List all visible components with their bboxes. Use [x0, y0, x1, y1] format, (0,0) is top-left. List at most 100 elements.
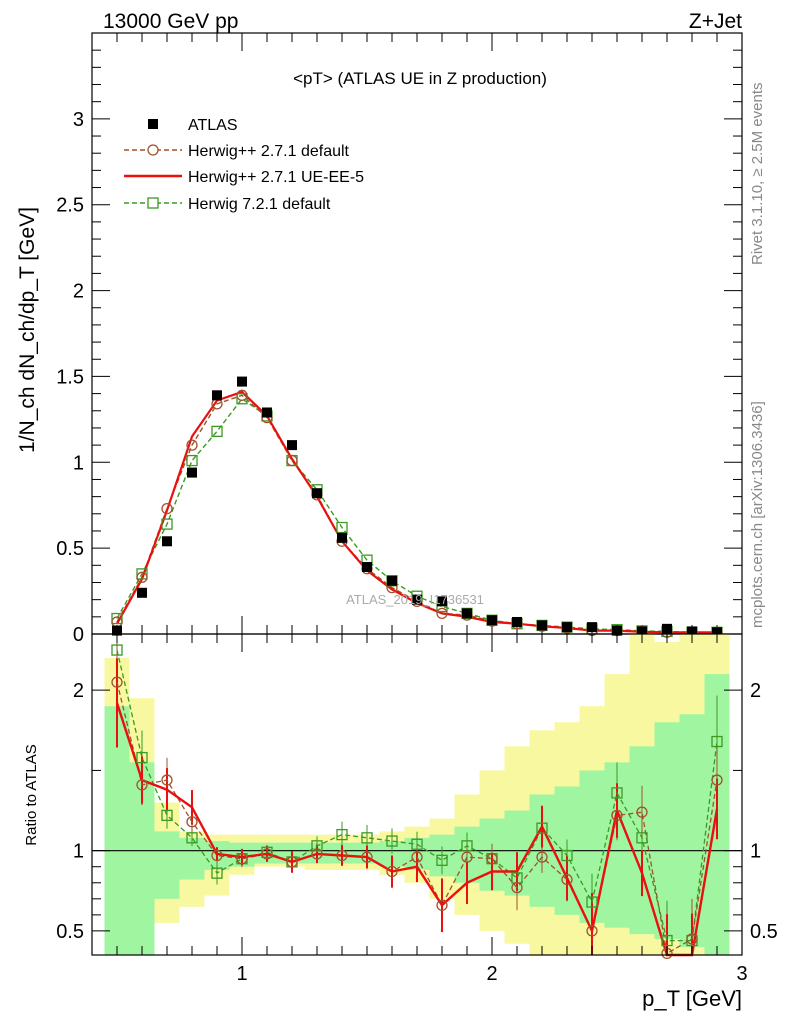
ratio-herwig7-default-marker: [436, 854, 448, 866]
upper-y-axis-label: 1/N_ch dN_ch/dp_T [GeV]: [16, 207, 39, 453]
herwigpp-default-marker: [286, 454, 298, 467]
atlas-marker: [612, 625, 622, 636]
ratio-herwig7-default-marker: [661, 934, 673, 947]
lower-frame: [91, 633, 743, 956]
herwig7-default-marker: [211, 425, 223, 438]
ratio-herwigpp-default-marker: [486, 853, 498, 865]
x-tick-label: 3: [736, 963, 747, 985]
upper-y-tick-label: 0: [73, 624, 84, 646]
atlas-marker: [437, 596, 447, 607]
atlas-marker: [462, 608, 472, 619]
ratio-herwigpp-default-marker: [536, 851, 548, 863]
ratio-herwig7-default-marker: [336, 828, 348, 841]
ratio-herwigpp-default-marker: [711, 774, 723, 786]
lower-y-tick-label-right: 0.5: [750, 921, 778, 943]
ratio-herwigpp-default-marker: [261, 848, 273, 860]
herwig7-default-marker: [161, 518, 173, 530]
atlas-marker: [712, 627, 722, 638]
atlas-marker: [362, 562, 372, 573]
legend-herwig7-default-marker: [147, 197, 159, 209]
ratio-herwig7-default-line: [116, 649, 718, 942]
herwigpp-default-marker: [136, 571, 148, 583]
upper-y-tick-label: 3: [73, 109, 84, 131]
ratio-herwig7-default-marker: [711, 735, 723, 748]
ratio-herwigpp-default-marker: [236, 853, 248, 865]
ratio-herwigpp-default-marker: [436, 899, 448, 911]
lower-y-tick-label-left: 0.5: [56, 921, 84, 943]
herwigpp-default-marker: [161, 502, 173, 515]
upper-y-tick-label: 1.5: [56, 366, 84, 388]
atlas-marker: [487, 615, 497, 626]
atlas-marker: [212, 390, 222, 401]
ratio-herwig7-default-marker: [211, 867, 223, 879]
ratio-herwig7-default-marker: [161, 809, 173, 822]
upper-title: <pT> (ATLAS UE in Z production): [293, 69, 547, 88]
legend-label: Herwig++ 2.7.1 default: [188, 143, 350, 160]
ratio-herwig7-default-marker: [636, 832, 648, 844]
lower-y-tick-label-right: 2: [750, 680, 761, 702]
upper-y-tick-label: 1: [73, 452, 84, 474]
herwig7-default-marker: [336, 521, 348, 534]
upper-panel: 0 0.5 1 1.5 2 2.5 3: [56, 32, 743, 646]
ratio-herwigpp-default-marker: [286, 856, 298, 868]
rivet-label: Rivet 3.1.10, ≥ 2.5M events: [749, 83, 766, 266]
atlas-marker: [187, 467, 197, 478]
ratio-herwigpp-default-marker: [311, 848, 323, 860]
atlas-marker: [562, 622, 572, 633]
ratio-herwigpp-default-marker: [561, 873, 573, 886]
atlas-marker: [537, 620, 547, 631]
ratio-herwigpp-default-marker: [411, 851, 423, 863]
ratio-herwig7-default-marker: [461, 840, 473, 852]
herwig7-default-marker: [111, 612, 123, 625]
atlas-marker: [637, 626, 647, 637]
atlas-marker: [137, 587, 147, 598]
herwigpp-default-marker: [436, 607, 448, 620]
ratio-herwig7-default-marker: [586, 896, 598, 908]
watermark: ATLAS_2019_I1736531: [346, 592, 484, 607]
header-left: 13000 GeV pp: [103, 10, 238, 33]
ratio-herwig7-default-marker: [136, 751, 148, 764]
atlas-marker: [162, 536, 172, 547]
herwig7-default-marker: [136, 568, 148, 580]
ratio-herwigpp-default-marker: [161, 774, 173, 786]
ratio-herwigpp-default-marker: [636, 806, 648, 818]
ratio-herwigpp-default-marker: [386, 865, 398, 878]
ratio-herwig7-default-marker: [386, 835, 398, 847]
upper-y-tick-label: 2.5: [56, 195, 84, 217]
atlas-marker: [512, 616, 522, 627]
upper-y-tick-label: 0.5: [56, 538, 84, 560]
ratio-herwig7-default-marker: [186, 832, 198, 844]
herwigpp-default-marker: [186, 439, 198, 451]
mcplots-label: mcplots.cern.ch [arXiv:1306.3436]: [749, 401, 766, 628]
lower-y-axis-label: Ratio to ATLAS: [23, 744, 40, 845]
ratio-herwig7-default-marker: [361, 832, 373, 844]
lower-y-tick-label-left: 1: [73, 841, 84, 863]
ratio-herwig7-default-marker: [111, 644, 123, 656]
ratio-herwig7-default-marker: [536, 822, 548, 834]
upper-y-tick-label: 2: [73, 281, 84, 303]
atlas-marker: [287, 440, 297, 451]
atlas-marker: [412, 594, 422, 605]
ratio-herwigpp-default-marker: [211, 849, 223, 862]
ratio-herwigpp-default-marker: [461, 851, 473, 863]
atlas-marker: [387, 575, 397, 586]
atlas-marker: [262, 407, 272, 418]
ratio-herwigpp-default-marker: [686, 933, 698, 945]
legend-label: Herwig 7.2.1 default: [188, 196, 331, 213]
ratio-herwig7-default-marker: [411, 838, 423, 850]
herwig7-default-marker: [236, 393, 248, 405]
x-tick-label: 2: [486, 963, 497, 985]
lower-y-tick-label-right: 1: [750, 841, 761, 863]
x-axis-label: p_T [GeV]: [642, 986, 742, 1011]
atlas-marker: [587, 622, 597, 633]
ratio-herwigpp-default-marker: [511, 881, 523, 894]
ratio-herwig7-default-marker: [611, 787, 623, 799]
ratio-herwigpp-default-marker: [361, 851, 373, 863]
ratio-herwigpp-default-marker: [111, 676, 123, 688]
legend-label: ATLAS: [188, 117, 238, 134]
ratio-herwigpp-default-marker: [186, 816, 198, 828]
ratio-herwigpp-default-marker: [586, 925, 598, 937]
atlas-marker: [687, 626, 697, 637]
atlas-marker: [662, 623, 672, 634]
